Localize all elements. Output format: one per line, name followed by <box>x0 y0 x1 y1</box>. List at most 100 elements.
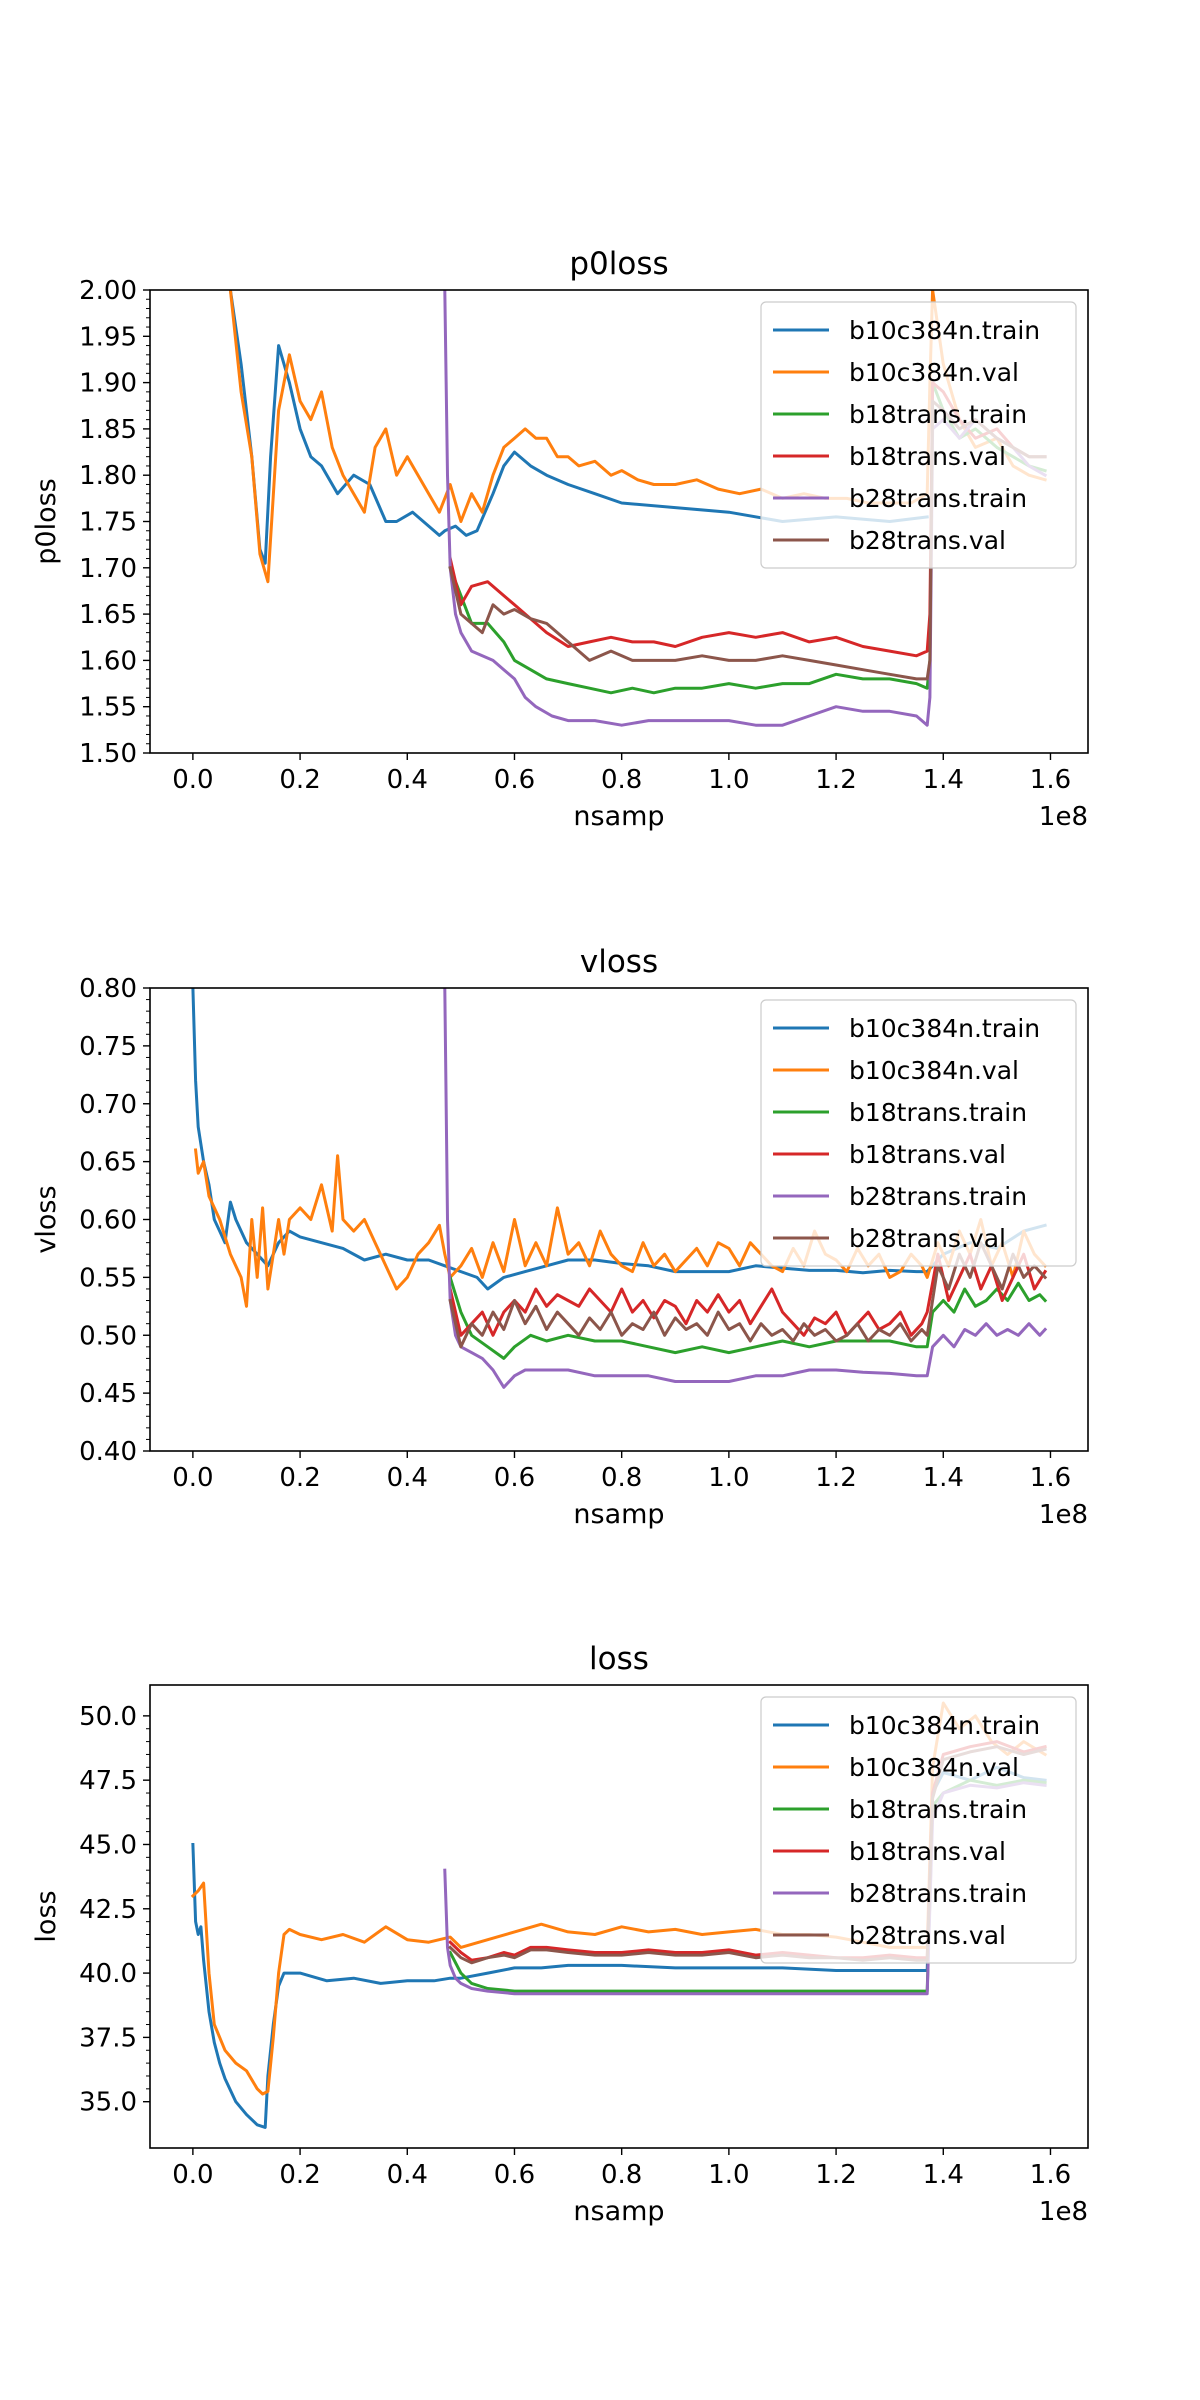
y-tick-label: 0.80 <box>79 974 137 1004</box>
y-tick-label: 1.75 <box>79 508 137 538</box>
y-tick-label: 0.45 <box>79 1379 137 1409</box>
x-axis-label: nsamp <box>573 1499 664 1530</box>
x-tick-label: 0.2 <box>279 1463 320 1493</box>
x-offset-label: 1e8 <box>1039 2197 1088 2227</box>
y-tick-label: 1.60 <box>79 646 137 676</box>
y-tick-label: 42.5 <box>79 1895 137 1925</box>
series-line-b10c384n.train <box>191 1765 1047 2129</box>
legend-label: b18trans.val <box>849 1140 1006 1169</box>
y-axis-label: loss <box>31 1890 62 1942</box>
series-lines <box>191 988 1048 1389</box>
x-tick-label: 1.0 <box>708 2160 749 2190</box>
legend-label: b18trans.train <box>849 1098 1027 1127</box>
x-tick-label: 0.2 <box>279 765 320 795</box>
x-tick-label: 0.0 <box>172 1463 213 1493</box>
y-axis-label: vloss <box>31 1185 62 1253</box>
y-tick-label: 1.80 <box>79 461 137 491</box>
x-tick-label: 1.2 <box>815 2160 856 2190</box>
chart-panel-vloss: 0.0 0.2 0.4 0.6 0.8 1.0 1.2 1.4 1.6 0.40 0.45 0.50 0… <box>31 944 1089 1530</box>
plot-frame <box>149 1684 1089 2149</box>
legend-label: b28trans.train <box>849 1182 1027 1211</box>
legend-label: b18trans.val <box>849 442 1006 471</box>
x-tick-label: 0.6 <box>494 1463 535 1493</box>
y-tick-label: 47.5 <box>79 1766 137 1796</box>
series-line-b10c384n.val <box>193 1148 1048 1308</box>
legend-label: b10c384n.val <box>849 358 1019 387</box>
legend-label: b28trans.val <box>849 1921 1006 1950</box>
legend: b10c384n.train b10c384n.val b18trans.train… <box>760 1696 1077 1964</box>
y-tick-label: 45.0 <box>79 1830 137 1860</box>
x-tick-label: 0.0 <box>172 765 213 795</box>
x-tick-label: 1.2 <box>815 765 856 795</box>
legend-label: b18trans.train <box>849 1795 1027 1824</box>
legend-label: b10c384n.train <box>849 1711 1040 1740</box>
y-tick-label: 1.90 <box>79 369 137 399</box>
x-tick-label: 0.4 <box>387 2160 428 2190</box>
x-axis-label: nsamp <box>573 801 664 832</box>
legend: b10c384n.train b10c384n.val b18trans.train… <box>760 301 1077 569</box>
x-tick-label: 0.0 <box>172 2160 213 2190</box>
series-line-b10c384n.train <box>228 290 929 565</box>
y-tick-label: 35.0 <box>79 2088 137 2118</box>
x-tick-label: 1.0 <box>708 765 749 795</box>
y-tick-label: 0.65 <box>79 1148 137 1178</box>
x-tick-label: 0.8 <box>601 765 642 795</box>
x-tick-label: 0.8 <box>601 1463 642 1493</box>
chart-panel-p0loss: 0.0 0.2 0.4 0.6 0.8 1.0 1.2 1.4 1.6 1.50 1.55 1.60 1… <box>31 246 1089 832</box>
x-tick-label: 1.2 <box>815 1463 856 1493</box>
x-tick-label: 1.6 <box>1030 1463 1071 1493</box>
series-line-b28trans.train <box>443 988 1048 1389</box>
series-line-b28trans.val <box>448 1241 1048 1349</box>
x-tick-label: 1.6 <box>1030 2160 1071 2190</box>
legend: b10c384n.train b10c384n.val b18trans.train… <box>760 999 1077 1267</box>
legend-label: b18trans.val <box>849 1837 1006 1866</box>
legend-label: b28trans.train <box>849 1879 1027 1908</box>
x-tick-label: 1.6 <box>1030 765 1071 795</box>
legend-label: b10c384n.train <box>849 1014 1040 1043</box>
y-tick-label: 0.55 <box>79 1263 137 1293</box>
y-axis-label: p0loss <box>31 478 62 564</box>
y-tick-label: 50.0 <box>79 1702 137 1732</box>
legend-label: b10c384n.val <box>849 1753 1019 1782</box>
x-tick-label: 0.4 <box>387 765 428 795</box>
legend-label: b18trans.train <box>849 400 1027 429</box>
x-offset-label: 1e8 <box>1039 1500 1088 1530</box>
legend-box <box>760 301 1077 569</box>
series-line-b18trans.train <box>448 1275 1048 1360</box>
y-tick-label: 40.0 <box>79 1959 137 1989</box>
chart-title: vloss <box>580 944 658 980</box>
y-tick-label: 0.40 <box>79 1437 137 1467</box>
series-line-b18trans.val <box>448 1252 1048 1337</box>
y-tick-label: 0.75 <box>79 1032 137 1062</box>
legend-label: b10c384n.val <box>849 1056 1019 1085</box>
x-tick-label: 0.8 <box>601 2160 642 2190</box>
y-tick-label: 1.85 <box>79 415 137 445</box>
chart-title: p0loss <box>569 246 668 282</box>
x-tick-label: 1.4 <box>923 2160 964 2190</box>
y-tick-label: 37.5 <box>79 2023 137 2053</box>
y-tick-label: 1.70 <box>79 554 137 584</box>
x-tick-label: 0.2 <box>279 2160 320 2190</box>
legend-label: b28trans.train <box>849 484 1027 513</box>
x-tick-label: 0.6 <box>494 2160 535 2190</box>
y-tick-label: 0.60 <box>79 1206 137 1236</box>
y-tick-label: 1.55 <box>79 693 137 723</box>
series-line-b10c384n.train <box>191 988 1047 1291</box>
legend-label: b10c384n.train <box>849 316 1040 345</box>
chart-panel-loss: 0.0 0.2 0.4 0.6 0.8 1.0 1.2 1.4 1.6 35.0 37.5 40.0 4… <box>31 1641 1089 2227</box>
x-tick-label: 1.0 <box>708 1463 749 1493</box>
x-tick-label: 1.4 <box>923 765 964 795</box>
y-tick-label: 1.95 <box>79 322 137 352</box>
chart-title: loss <box>589 1641 649 1677</box>
y-tick-label: 2.00 <box>79 276 137 306</box>
y-tick-label: 1.65 <box>79 600 137 630</box>
x-tick-label: 0.4 <box>387 1463 428 1493</box>
y-tick-label: 0.50 <box>79 1321 137 1351</box>
x-tick-label: 0.6 <box>494 765 535 795</box>
x-offset-label: 1e8 <box>1039 802 1088 832</box>
y-tick-label: 0.70 <box>79 1090 137 1120</box>
legend-label: b28trans.val <box>849 526 1006 555</box>
legend-box <box>760 1696 1077 1964</box>
legend-box <box>760 999 1077 1267</box>
